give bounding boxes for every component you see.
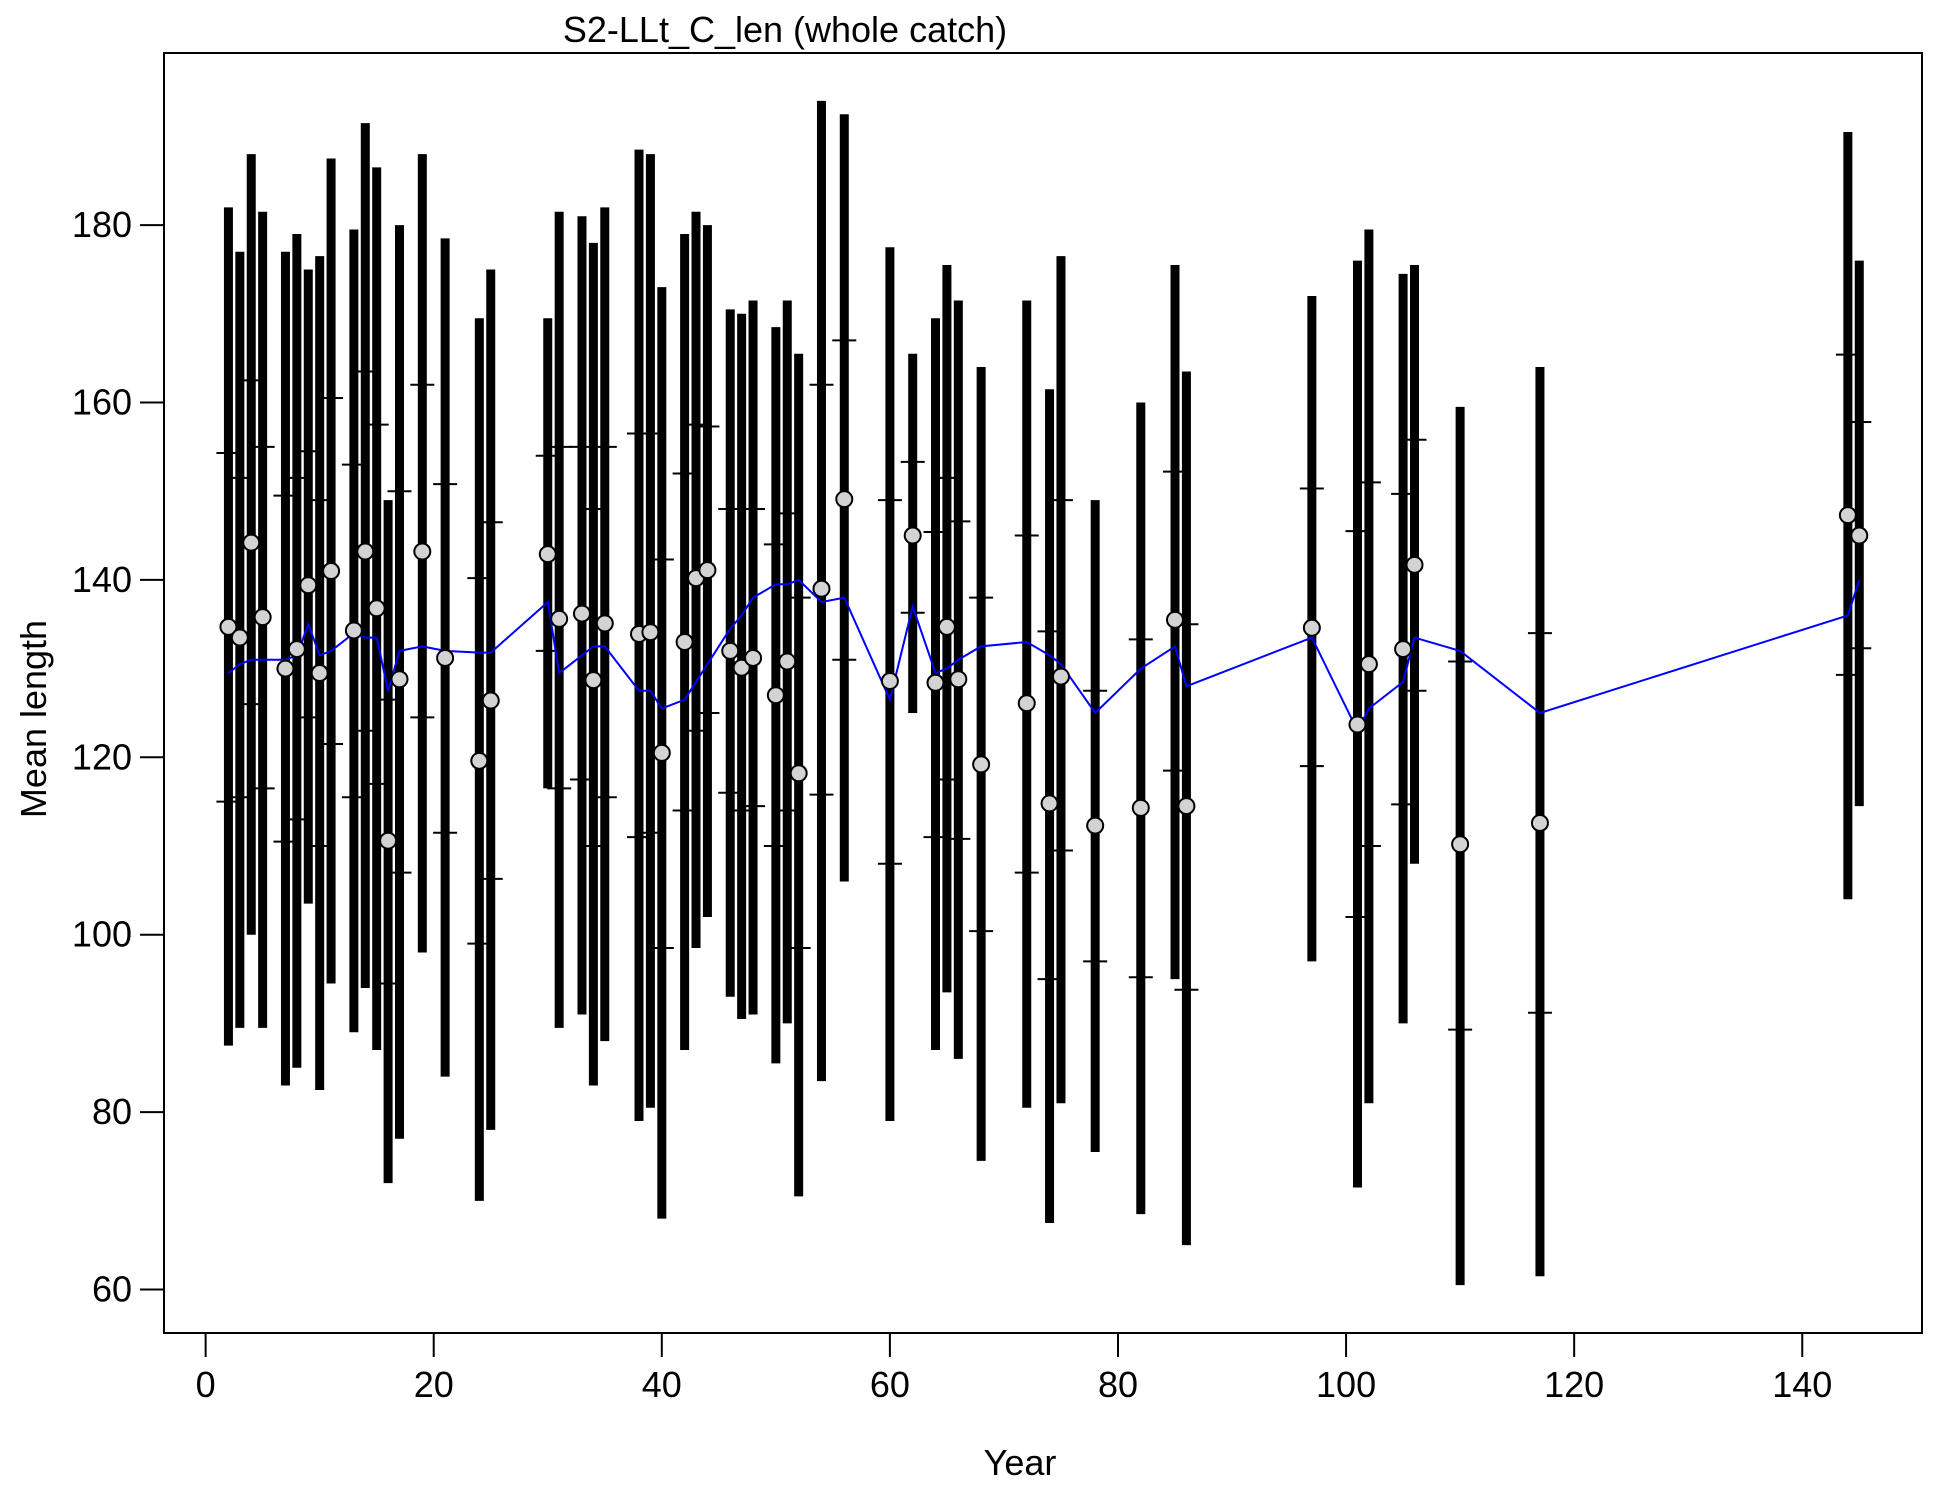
observed-point: [744, 648, 763, 667]
x-tick-label: 80: [1098, 1364, 1138, 1405]
observed-point: [652, 743, 671, 762]
observed-point: [949, 670, 968, 689]
observed-point: [413, 542, 432, 561]
observed-point: [481, 691, 500, 710]
observed-point: [880, 672, 899, 691]
observed-point: [276, 659, 295, 678]
y-tick-label: 100: [72, 914, 132, 955]
observed-point: [937, 617, 956, 636]
observed-point: [1348, 715, 1367, 734]
observed-point: [322, 562, 341, 581]
observed-point: [835, 490, 854, 509]
observed-point: [572, 604, 591, 623]
x-axis-label: Year: [984, 1442, 1057, 1483]
observed-point: [1302, 618, 1321, 637]
observed-point: [390, 670, 409, 689]
x-tick-label: 40: [642, 1364, 682, 1405]
observed-point: [675, 632, 694, 651]
observed-point: [1451, 835, 1470, 854]
x-tick-label: 20: [414, 1364, 454, 1405]
observed-point: [1040, 794, 1059, 813]
observed-point: [778, 652, 797, 671]
observed-point: [926, 673, 945, 692]
observed-point: [698, 561, 717, 580]
observed-point: [356, 542, 375, 561]
observed-point: [584, 671, 603, 690]
observed-point: [344, 621, 363, 640]
observed-point: [1850, 526, 1869, 545]
x-tick-label: 140: [1772, 1364, 1832, 1405]
observed-point: [732, 658, 751, 677]
observed-point: [1131, 798, 1150, 817]
y-tick-label: 60: [92, 1269, 132, 1310]
observed-point: [1166, 610, 1185, 629]
observed-point: [550, 609, 569, 628]
observed-point: [972, 755, 991, 774]
y-tick-label: 140: [72, 559, 132, 600]
observed-point: [789, 764, 808, 783]
observed-point: [470, 751, 489, 770]
observed-point: [812, 579, 831, 598]
x-tick-label: 60: [870, 1364, 910, 1405]
observed-point: [1177, 797, 1196, 816]
y-tick-label: 80: [92, 1091, 132, 1132]
observed-point: [219, 617, 238, 636]
observed-point: [766, 686, 785, 705]
y-axis-label: Mean length: [13, 620, 54, 818]
observed-point: [379, 831, 398, 850]
observed-point: [1530, 813, 1549, 832]
observed-point: [1838, 506, 1857, 525]
observed-point: [903, 526, 922, 545]
observed-point: [641, 623, 660, 642]
observed-point: [538, 545, 557, 564]
observed-point: [242, 533, 261, 552]
observed-point: [1359, 655, 1378, 674]
y-tick-label: 160: [72, 381, 132, 422]
observed-point: [299, 576, 318, 595]
observed-point: [287, 640, 306, 659]
y-tick-label: 180: [72, 204, 132, 245]
observed-point: [1017, 694, 1036, 713]
observed-point: [1051, 667, 1070, 686]
observed-point: [230, 628, 249, 647]
observed-point: [367, 599, 386, 618]
observed-point: [1405, 555, 1424, 574]
observed-point: [1086, 816, 1105, 835]
x-tick-label: 120: [1544, 1364, 1604, 1405]
observed-point: [1394, 640, 1413, 659]
x-tick-label: 100: [1316, 1364, 1376, 1405]
observed-point: [721, 641, 740, 660]
observed-point: [436, 648, 455, 667]
observed-point: [595, 614, 614, 633]
x-tick-label: 0: [196, 1364, 216, 1405]
plot-frame: [163, 52, 1923, 1334]
y-tick-label: 120: [72, 736, 132, 777]
expected-line: [227, 578, 1861, 733]
observed-point: [310, 664, 329, 683]
chart-title: S2-LLt_C_len (whole catch): [563, 9, 1007, 50]
observed-point: [253, 608, 272, 627]
